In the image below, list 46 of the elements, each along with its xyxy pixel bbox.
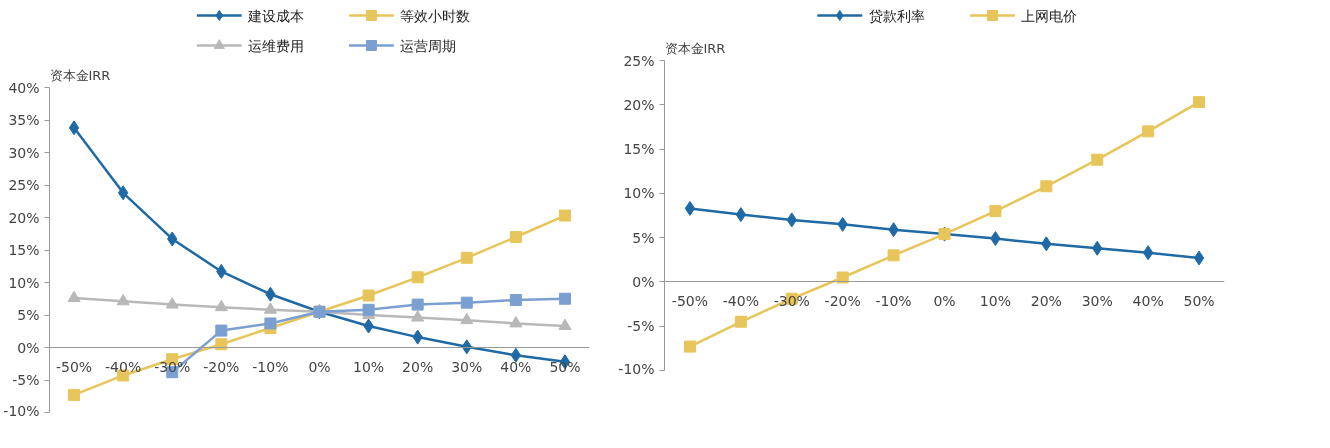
x-tick-label: -40% <box>105 358 142 375</box>
x-tick-label: 40% <box>1132 292 1164 309</box>
y-axis-title: 资本金IRR <box>49 67 111 83</box>
y-tick-label: 40% <box>8 79 40 96</box>
x-tick-label: 40% <box>500 358 532 375</box>
x-tick-label: 50% <box>549 358 581 375</box>
legend-label: 运营周期 <box>400 37 457 54</box>
y-tick-label: 0% <box>17 339 40 356</box>
y-tick-label: 25% <box>623 52 655 69</box>
legend-label: 贷款利率 <box>868 7 925 24</box>
legend-label: 运维费用 <box>247 37 304 54</box>
x-tick-label: 10% <box>979 292 1011 309</box>
y-tick-label: 5% <box>17 307 40 323</box>
x-tick-label: -20% <box>203 358 240 375</box>
y-tick-label: 20% <box>8 209 40 226</box>
y-tick-label: 25% <box>8 177 40 193</box>
y-tick-label: 15% <box>623 141 655 158</box>
y-tick-label: 10% <box>8 274 40 291</box>
x-tick-label: -10% <box>252 358 289 375</box>
y-tick-label: 35% <box>8 112 40 128</box>
x-tick-label: 50% <box>1183 292 1215 309</box>
y-tick-label: 10% <box>623 185 655 202</box>
y-tick-label: 0% <box>632 273 655 290</box>
x-tick-label: -20% <box>824 292 861 309</box>
x-tick-label: -50% <box>55 358 93 375</box>
legend-label: 建设成本 <box>246 7 304 24</box>
y-tick-label: 30% <box>8 144 40 161</box>
y-tick-label: 5% <box>632 229 655 246</box>
x-tick-label: 0% <box>933 292 956 309</box>
legend-label: 上网电价 <box>1021 7 1078 24</box>
x-tick-label: -50% <box>671 292 709 309</box>
legend-label: 等效小时数 <box>400 7 471 24</box>
y-tick-label: -5% <box>627 318 655 335</box>
x-tick-label: -40% <box>722 292 759 309</box>
y-tick-label: 20% <box>623 96 655 113</box>
x-tick-label: 20% <box>402 358 434 375</box>
x-tick-label: 0% <box>308 358 331 375</box>
x-tick-label: 20% <box>1030 292 1062 309</box>
y-tick-label: -5% <box>12 372 40 388</box>
x-tick-label: 30% <box>1081 292 1113 309</box>
y-tick-label: -10% <box>3 402 40 419</box>
x-tick-label: -10% <box>875 292 912 309</box>
x-tick-label: 30% <box>451 358 483 375</box>
x-tick-label: 10% <box>353 358 385 375</box>
y-axis-title: 资本金IRR <box>664 40 726 56</box>
y-tick-label: 15% <box>8 242 40 258</box>
